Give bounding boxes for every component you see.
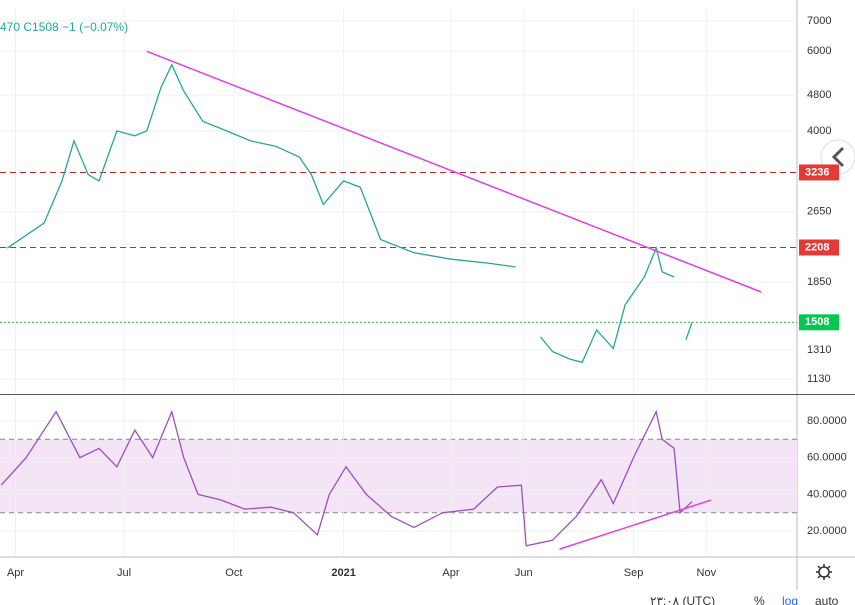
y-tick-label: 6000: [807, 45, 831, 57]
trend-line: [146, 50, 762, 293]
y-tick-label: 40.0000: [807, 488, 847, 500]
y-tick-label: 4000: [807, 125, 831, 137]
x-tick-label: Apr: [442, 567, 459, 579]
y-tick-label: 80.0000: [807, 415, 847, 427]
y-tick-label: 4800: [807, 89, 831, 101]
y-tick-label: 20.0000: [807, 525, 847, 537]
level-label: 1508: [805, 316, 829, 328]
x-tick-label: Nov: [697, 567, 717, 579]
x-tick-label: Sep: [624, 567, 644, 579]
y-tick-label: 7000: [807, 15, 831, 27]
timezone[interactable]: ۲۳:۰۸ (UTC): [650, 594, 715, 605]
x-tick-label: Apr: [7, 567, 24, 579]
rsi-band: [0, 439, 797, 513]
x-tick-label: Jun: [515, 567, 533, 579]
scroll-button-icon[interactable]: [831, 146, 845, 168]
percent-toggle[interactable]: %: [754, 594, 765, 605]
y-tick-label: 60.0000: [807, 452, 847, 464]
x-tick-label: Oct: [225, 567, 242, 579]
x-tick-label: Jul: [117, 567, 131, 579]
y-tick-label: 2650: [807, 206, 831, 218]
level-label: 3236: [805, 166, 829, 178]
settings-icon-teeth[interactable]: [816, 564, 832, 580]
y-tick-label: 1310: [807, 344, 831, 356]
settings-button[interactable]: [816, 564, 832, 580]
level-label-bg: [799, 239, 839, 256]
level-label: 2208: [805, 241, 829, 253]
y-tick-label: 1850: [807, 276, 831, 288]
level-label-bg: [799, 314, 839, 331]
x-tick-label: 2021: [331, 567, 355, 579]
series-line: [6, 63, 693, 364]
log-toggle[interactable]: log: [782, 594, 798, 605]
y-tick-label: 1130: [807, 373, 831, 385]
series-line: [0, 409, 693, 547]
plot-area: [0, 8, 797, 555]
trend-line: [559, 499, 712, 550]
auto-toggle[interactable]: auto: [815, 594, 839, 605]
level-label-bg: [799, 164, 839, 181]
status-line: 470 C1508 −1 (−0.07%): [0, 20, 128, 34]
